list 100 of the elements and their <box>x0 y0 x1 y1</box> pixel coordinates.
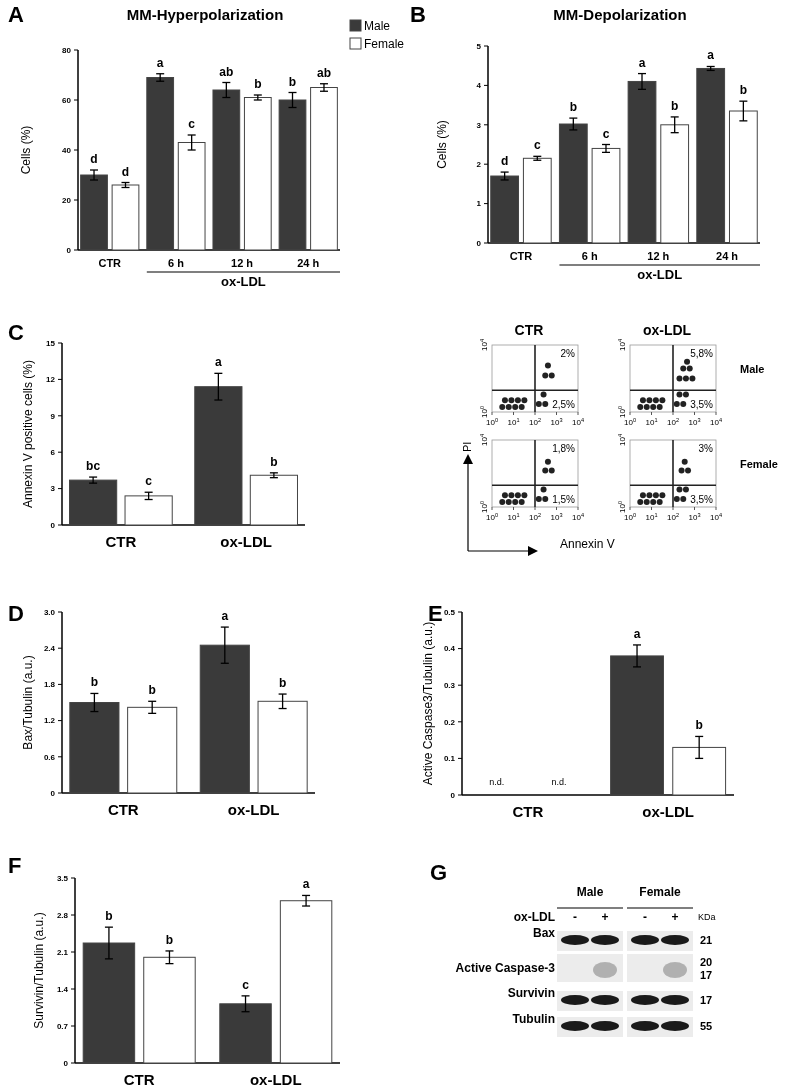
data-label: bc <box>86 459 101 474</box>
data-label: a <box>707 48 715 63</box>
text: F <box>8 853 22 878</box>
x-tick-label: 10$^{1}$ <box>507 512 520 522</box>
y-tick-label: 60 <box>62 95 72 105</box>
category-label: Tubulin <box>512 1012 555 1026</box>
data-label: b <box>278 676 287 691</box>
data-label: a <box>156 55 164 70</box>
y-tick-label: 0 <box>450 790 456 800</box>
y-tick-label: 5 <box>476 41 482 51</box>
x-tick-label: 10$^{4}$ <box>709 512 723 522</box>
legend-label: Female <box>364 37 405 51</box>
y-tick-label: 2.8 <box>56 910 69 920</box>
data-label: d <box>500 154 509 169</box>
annotation: 3,5% <box>690 494 714 505</box>
y-tick-label: 15 <box>46 338 56 348</box>
data-label: d <box>90 152 98 166</box>
data-label: b <box>105 909 113 924</box>
text: A <box>8 2 24 27</box>
x-tick-label: 10$^{1}$ <box>645 512 658 522</box>
y-tick-label: 0 <box>476 238 482 248</box>
text: Male <box>576 885 604 899</box>
data-label: b <box>270 454 278 469</box>
data-label: a <box>302 877 310 892</box>
annotation: 1,5% <box>552 494 576 505</box>
category-label: + <box>671 910 679 924</box>
data-label: b <box>254 77 262 91</box>
category-label: - <box>643 910 647 924</box>
text: Female <box>740 458 778 470</box>
y-tick-label: 9 <box>50 411 56 421</box>
y-tick-label: 3 <box>476 120 482 130</box>
annotation: 2% <box>560 348 576 359</box>
x-tick-label: 10$^{3}$ <box>550 417 563 427</box>
text: n.d. <box>489 777 505 787</box>
y-tick-label: 40 <box>62 145 72 155</box>
data-label: c <box>188 117 196 131</box>
annotation: 1,8% <box>552 443 576 454</box>
y-axis-title: Active Caspase3/Tubulin (a.u.) <box>421 621 435 786</box>
category-label: Bax <box>532 926 555 940</box>
y-tick-label: 1.4 <box>56 984 69 994</box>
x-tick-label: ox-LDL <box>227 801 280 818</box>
x-tick-label: 10$^{3}$ <box>688 417 701 427</box>
annotation: 2,5% <box>552 399 576 410</box>
data-label: b <box>148 683 156 698</box>
category-label: + <box>601 910 609 924</box>
text: C <box>8 320 24 345</box>
x-tick-label: 10$^{4}$ <box>709 417 723 427</box>
x-tick-label: 10$^{3}$ <box>688 512 701 522</box>
y-tick-label: 0.4 <box>443 644 456 654</box>
chart-title: MM-Hyperpolarization <box>126 6 284 23</box>
y-tick-label: 12 <box>46 375 56 385</box>
x-tick-label: 10$^{2}$ <box>666 512 680 522</box>
data-label: b <box>288 74 297 89</box>
x-tick-label: 10$^{2}$ <box>528 417 542 427</box>
text: D <box>8 601 24 626</box>
data-label: ab <box>316 65 331 80</box>
x-tick-label: 12 h <box>231 257 254 269</box>
y-axis-title: Cells (%) <box>19 125 33 175</box>
x-tick-label: CTR <box>107 801 139 818</box>
x-tick-label: 10$^{1}$ <box>507 417 520 427</box>
data-label: ab <box>219 64 234 79</box>
text: G <box>430 860 448 885</box>
chart-title: ox-LDL <box>642 322 692 338</box>
y-tick-label: 1.8 <box>43 680 56 690</box>
y-tick-label: 1.2 <box>43 716 56 726</box>
category-label: 20 17 <box>700 955 713 981</box>
y-tick-label: 2 <box>476 160 482 169</box>
x-tick-label: 24 h <box>716 250 739 262</box>
data-label: c <box>533 138 541 153</box>
y-tick-label: 80 <box>62 45 72 55</box>
data-label: a <box>215 355 223 370</box>
y-tick-label: 20 <box>62 195 72 205</box>
y-tick-label: 3 <box>50 484 56 494</box>
x-tick-label: 10$^{2}$ <box>528 512 542 522</box>
text: Female <box>639 885 681 899</box>
y-tick-label: 6 <box>50 448 56 457</box>
text: Male <box>740 363 765 375</box>
x-tick-label: 10$^{4}$ <box>571 512 585 522</box>
annotation: 3,5% <box>690 399 714 410</box>
category-label: 55 <box>700 1020 713 1032</box>
y-tick-label: 0.1 <box>443 754 456 764</box>
x-axis-title: Annexin V <box>560 537 615 551</box>
y-tick-label: 3.0 <box>43 607 56 617</box>
data-label: a <box>638 55 646 70</box>
annotation: 3% <box>698 443 714 454</box>
data-label: c <box>242 977 250 992</box>
data-label: a <box>221 609 229 624</box>
data-label: b <box>90 675 99 690</box>
data-label: c <box>145 474 153 489</box>
x-tick-label: 10$^{4}$ <box>571 417 585 427</box>
y-tick-label: 0.6 <box>43 752 56 762</box>
y-axis-title: Annexin V positive cells (%) <box>21 359 35 509</box>
category-label: 17 <box>700 994 713 1006</box>
y-tick-label: 0.5 <box>443 607 456 617</box>
data-label: b <box>165 932 174 947</box>
y-tick-label: 4 <box>476 81 482 91</box>
y-tick-label: 0 <box>50 520 56 530</box>
chart-title: CTR <box>514 322 544 338</box>
x-tick-label: ox-LDL <box>642 803 694 820</box>
x-tick-label: 24 h <box>297 257 320 269</box>
